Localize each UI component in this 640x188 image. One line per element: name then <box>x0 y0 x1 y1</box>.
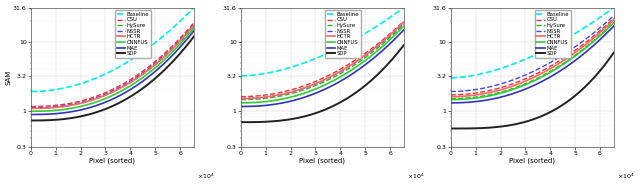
Legend: Baseline, CSU, HySure, NSSR, HCTR, CNNFUS, MAE, SDP: Baseline, CSU, HySure, NSSR, HCTR, CNNFU… <box>535 10 571 58</box>
Text: $\times10^{4}$: $\times10^{4}$ <box>197 172 215 181</box>
Text: $\times10^{4}$: $\times10^{4}$ <box>617 172 635 181</box>
Legend: Baseline, CSU, HySure, NSSR, HCTR, CNNFUS, MAE, SDP: Baseline, CSU, HySure, NSSR, HCTR, CNNFU… <box>325 10 361 58</box>
Text: $\times10^{4}$: $\times10^{4}$ <box>407 172 425 181</box>
X-axis label: Pixel (sorted): Pixel (sorted) <box>509 157 556 164</box>
X-axis label: Pixel (sorted): Pixel (sorted) <box>300 157 346 164</box>
Y-axis label: SAM: SAM <box>6 70 12 85</box>
X-axis label: Pixel (sorted): Pixel (sorted) <box>90 157 136 164</box>
Legend: Baseline, CSU, HySure, NSSR, HCTR, CNNFUS, MAE, SDP: Baseline, CSU, HySure, NSSR, HCTR, CNNFU… <box>115 10 150 58</box>
